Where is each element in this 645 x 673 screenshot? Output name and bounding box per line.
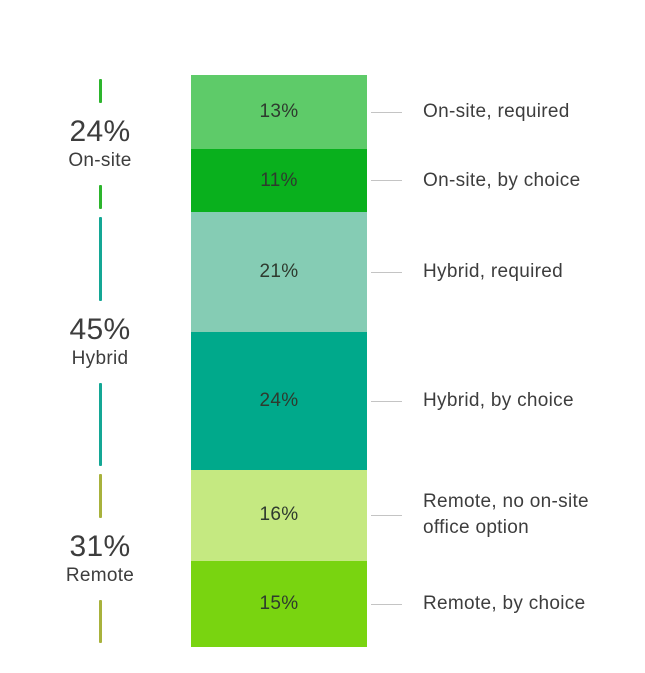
group-hybrid-line-top (98, 217, 102, 301)
legend-row-onsite-choice: On-site, by choice (367, 149, 637, 212)
legend-label: Remote, by choice (423, 593, 586, 615)
bar-segment-onsite-choice: 11% (191, 149, 367, 213)
segment-value-label: 15% (259, 593, 299, 615)
legend: On-site, required On-site, by choice Hyb… (367, 75, 637, 647)
group-hybrid-line-bottom (98, 382, 102, 466)
segment-value-label: 21% (259, 261, 299, 283)
group-onsite-label: 24% On-site (68, 103, 131, 185)
group-remote-line-top (98, 474, 102, 518)
leader-line (371, 111, 402, 113)
legend-row-remote-no-office: Remote, no on-site office option (367, 470, 637, 562)
legend-label: Hybrid, required (423, 261, 563, 283)
group-onsite: 24% On-site (28, 75, 172, 213)
group-name: Remote (65, 564, 135, 586)
segment-value-label: 11% (260, 169, 298, 191)
bar-segment-onsite-required: 13% (191, 75, 367, 150)
group-name: On-site (68, 150, 132, 171)
group-pct: 31% (69, 529, 131, 563)
group-remote: 31% Remote (28, 470, 172, 647)
group-remote-label: 31% Remote (66, 518, 134, 600)
bar-segment-remote-choice: 15% (191, 561, 367, 647)
legend-row-hybrid-choice: Hybrid, by choice (367, 332, 637, 469)
leader-line (371, 400, 402, 402)
leader-line (371, 514, 402, 516)
group-pct: 24% (69, 115, 131, 148)
group-onsite-line-top (98, 79, 102, 103)
segment-value-label: 13% (259, 101, 299, 123)
legend-label: Remote, no on-site office option (423, 491, 589, 539)
group-hybrid: 45% Hybrid (28, 213, 172, 470)
group-onsite-line-bottom (98, 185, 102, 209)
legend-row-hybrid-required: Hybrid, required (367, 212, 637, 332)
legend-label: On-site, by choice (423, 169, 581, 191)
legend-label: On-site, required (423, 101, 570, 123)
segment-value-label: 16% (259, 504, 299, 526)
group-pct: 45% (69, 312, 131, 346)
leader-line (371, 603, 402, 605)
segment-value-label: 24% (259, 390, 299, 412)
leader-line (371, 271, 402, 273)
legend-row-remote-choice: Remote, by choice (367, 561, 637, 647)
group-remote-line-bottom (98, 599, 102, 643)
bar-segment-remote-no-office: 16% (191, 469, 367, 562)
bar-segment-hybrid-required: 21% (191, 212, 367, 333)
group-hybrid-label: 45% Hybrid (70, 301, 131, 383)
legend-label: Hybrid, by choice (423, 390, 574, 412)
stacked-bar: 13% 11% 21% 24% 16% 15% (191, 75, 367, 647)
legend-row-onsite-required: On-site, required (367, 75, 637, 149)
bar-segment-hybrid-choice: 24% (191, 332, 367, 470)
group-name: Hybrid (71, 347, 129, 369)
leader-line (371, 180, 402, 182)
